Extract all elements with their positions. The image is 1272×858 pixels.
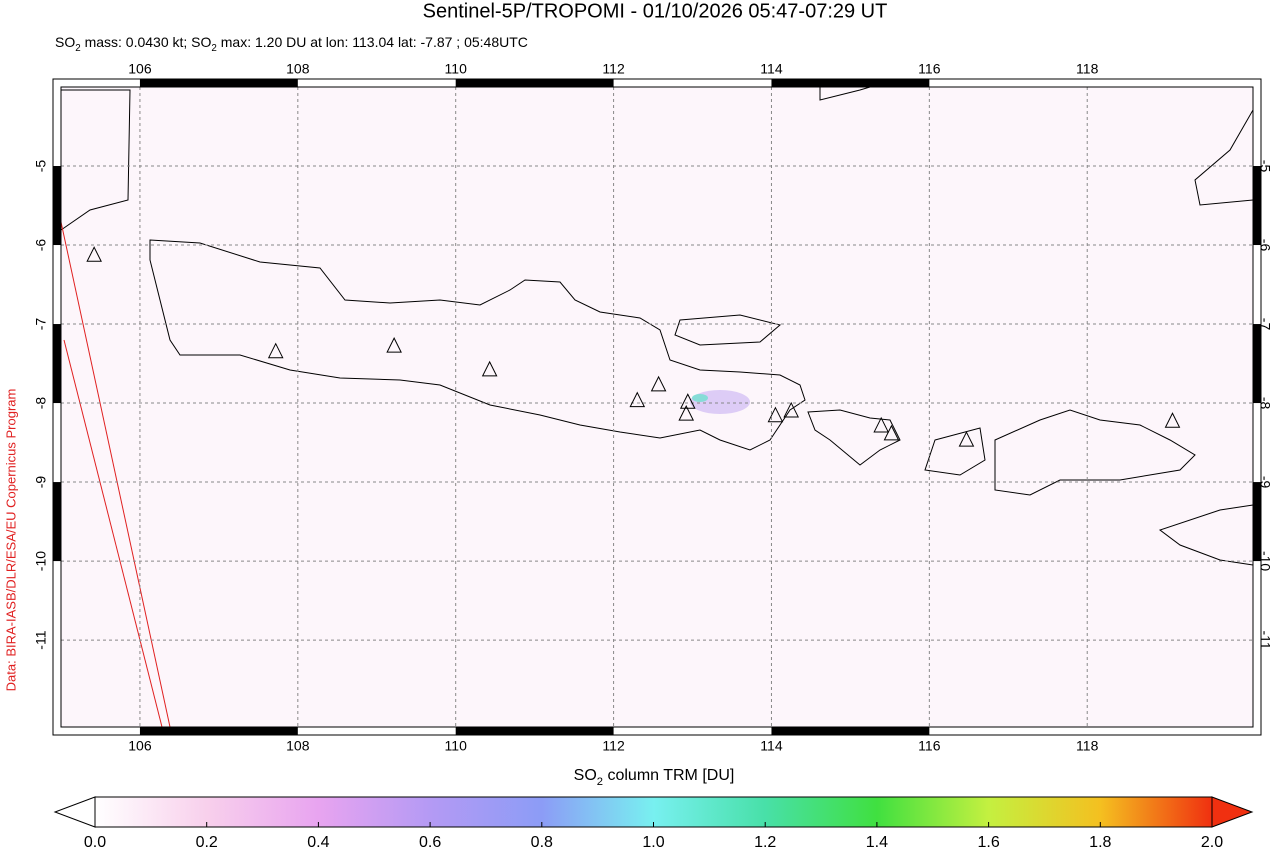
volcano bbox=[783, 401, 800, 418]
volcano bbox=[629, 391, 646, 408]
x-tick-label: 110 bbox=[445, 738, 468, 754]
colorbar-tick-label: 1.2 bbox=[754, 834, 776, 851]
chart-title: Sentinel-5P/TROPOMI - 01/10/2026 05:47-0… bbox=[423, 0, 888, 22]
colorbar-label: SO2 column TRM [DU] bbox=[574, 767, 735, 788]
map-outer-frame bbox=[52, 78, 1262, 736]
y-tick-label: -9 bbox=[1257, 476, 1272, 489]
plume-core bbox=[692, 394, 708, 402]
border-bar bbox=[771, 727, 930, 735]
border-bar bbox=[771, 79, 930, 87]
border-bar bbox=[53, 482, 61, 562]
volcano bbox=[481, 360, 498, 377]
border-bar bbox=[53, 324, 61, 404]
colorbar-tick-label: 2.0 bbox=[1201, 834, 1223, 851]
y-tick-label: -10 bbox=[1257, 551, 1272, 571]
sumbawa bbox=[994, 409, 1196, 496]
colorbar-tick-label: 0.0 bbox=[84, 834, 106, 851]
swath-edge bbox=[63, 339, 163, 728]
text-part: SO bbox=[55, 34, 75, 50]
y-tick-label: -10 bbox=[33, 551, 49, 571]
subtitle: SO2 mass: 0.0430 kt; SO2 max: 1.20 DU at… bbox=[55, 34, 528, 54]
sumatra bbox=[60, 89, 131, 231]
madura bbox=[674, 314, 782, 346]
text-part: 2 bbox=[211, 43, 216, 54]
volcano bbox=[873, 416, 890, 433]
border-bar bbox=[139, 727, 298, 735]
y-tick-label: -8 bbox=[1257, 397, 1272, 410]
colorbar-high-arrow bbox=[1211, 796, 1254, 828]
volcano bbox=[1164, 412, 1181, 428]
colorbar-tick-label: 0.8 bbox=[531, 834, 553, 851]
x-tick-label: 110 bbox=[445, 61, 468, 77]
swath-edge bbox=[60, 221, 171, 728]
colorbar-tick-label: 0.2 bbox=[196, 834, 218, 851]
volcano bbox=[767, 406, 784, 423]
map-background bbox=[61, 87, 1253, 727]
border-bar bbox=[53, 166, 61, 246]
text-part: column TRM [DU] bbox=[603, 767, 734, 784]
x-tick-label: 116 bbox=[918, 738, 941, 754]
colorbar-tick-label: 0.4 bbox=[307, 834, 329, 851]
border-bar bbox=[455, 79, 614, 87]
x-tick-label: 106 bbox=[128, 61, 152, 77]
volcano bbox=[958, 431, 975, 447]
y-tick-label: -11 bbox=[33, 630, 49, 649]
x-tick-label: 112 bbox=[602, 61, 625, 77]
volcano bbox=[267, 342, 284, 359]
colorbar-tick-label: 0.6 bbox=[419, 834, 441, 851]
java bbox=[149, 239, 806, 451]
y-tick-label: -5 bbox=[33, 160, 49, 173]
border-bar bbox=[455, 727, 614, 735]
colorbar-low-arrow bbox=[53, 796, 96, 828]
y-tick-label: -6 bbox=[1257, 239, 1272, 252]
coastlines bbox=[60, 86, 1254, 566]
volcano bbox=[386, 337, 402, 353]
bali bbox=[807, 409, 901, 466]
x-tick-label: 106 bbox=[128, 738, 152, 754]
colorbar-tick-label: 1.4 bbox=[866, 834, 888, 851]
sulawesi bbox=[1194, 109, 1254, 206]
volcano bbox=[650, 375, 667, 392]
x-tick-label: 108 bbox=[286, 738, 310, 754]
x-tick-label: 118 bbox=[1076, 61, 1099, 77]
border-bar bbox=[1253, 482, 1261, 562]
border-bar bbox=[1253, 324, 1261, 404]
y-tick-label: -9 bbox=[33, 476, 49, 489]
colorbar-tick-label: 1.6 bbox=[977, 834, 999, 851]
x-tick-label: 114 bbox=[760, 738, 783, 754]
volcano bbox=[86, 246, 102, 262]
map-frame bbox=[60, 86, 1254, 728]
y-tick-label: -6 bbox=[33, 239, 49, 252]
border-bar bbox=[139, 79, 298, 87]
border-bar bbox=[1253, 166, 1261, 246]
colorbar-tick-label: 1.8 bbox=[1089, 834, 1111, 851]
y-tick-label: -7 bbox=[33, 318, 49, 331]
x-tick-label: 112 bbox=[602, 738, 625, 754]
lombok bbox=[924, 427, 986, 476]
volcano bbox=[678, 404, 695, 421]
y-tick-label: -7 bbox=[1257, 318, 1272, 331]
plume bbox=[690, 390, 750, 414]
text-part: mass: 0.0430 kt; SO bbox=[81, 34, 212, 50]
text-part: SO bbox=[574, 767, 597, 784]
y-tick-label: -8 bbox=[33, 397, 49, 410]
credit: Data: BIRA-IASB/DLR/ESA/EU Copernicus Pr… bbox=[3, 389, 18, 692]
y-tick-label: -5 bbox=[1257, 160, 1272, 173]
x-tick-label: 114 bbox=[760, 61, 783, 77]
x-tick-label: 116 bbox=[918, 61, 941, 77]
borneo bbox=[819, 86, 871, 101]
x-tick-label: 108 bbox=[286, 61, 310, 77]
x-tick-label: 118 bbox=[1076, 738, 1099, 754]
volcano bbox=[883, 424, 900, 441]
text-part: max: 1.20 DU at lon: 113.04 lat: -7.87 ;… bbox=[217, 34, 528, 50]
text-part: 2 bbox=[75, 43, 80, 54]
y-tick-label: -11 bbox=[1257, 630, 1272, 649]
colorbar-tick-label: 1.0 bbox=[642, 834, 664, 851]
text-part: 2 bbox=[597, 776, 603, 788]
